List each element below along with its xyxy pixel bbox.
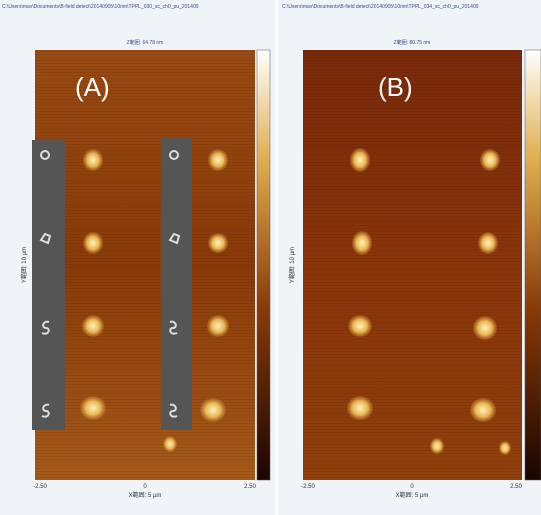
colorbar [525, 50, 541, 480]
panel-label: (B) [378, 72, 413, 102]
panel-label: (A) [75, 72, 110, 102]
colorbar [257, 50, 270, 480]
x-tick-label: 2.50 [510, 484, 522, 490]
x-tick-label: -2.50 [33, 484, 47, 490]
x-axis-label: X範囲: 5 µm [396, 491, 429, 499]
inset-strip [161, 138, 192, 430]
x-tick-label: 2.50 [244, 484, 256, 490]
file-path: C:\Users\mav\Documents\B-field detect\20… [282, 4, 479, 10]
z-range: Z範囲: 80.75 nm [394, 39, 431, 46]
y-axis-label: Y範囲: 10 µm [288, 247, 296, 283]
x-axis-label: X範囲: 5 µm [129, 491, 162, 499]
y-axis-label: Y範囲: 10 µm [20, 247, 28, 283]
z-range: Z範囲: 64.78 nm [127, 39, 164, 46]
file-path: C:\Users\mav\Documents\B-field detect\20… [2, 4, 199, 10]
figure: C:\Users\mav\Documents\B-field detect\20… [0, 0, 541, 515]
inset-strip [32, 140, 65, 430]
x-tick-label: -2.50 [301, 484, 315, 490]
